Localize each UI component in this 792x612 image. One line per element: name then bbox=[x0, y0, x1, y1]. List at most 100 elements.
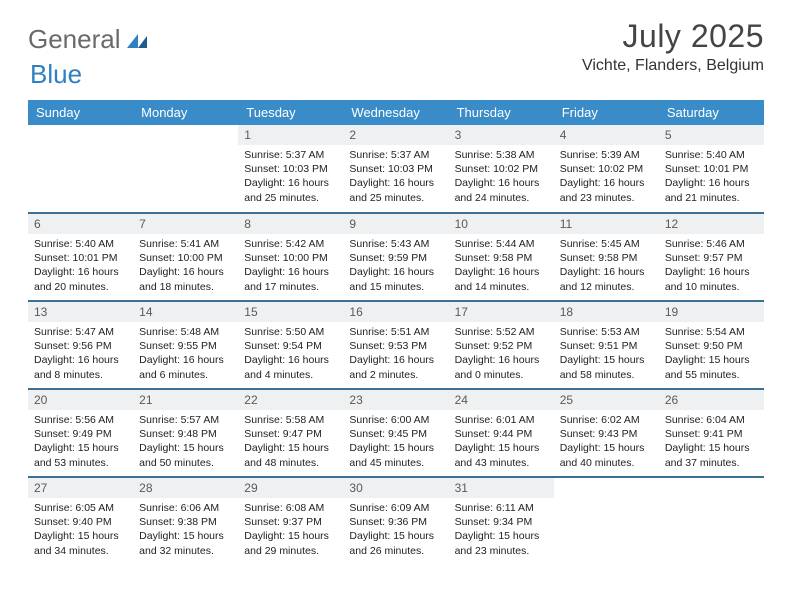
day-details: Sunrise: 5:40 AMSunset: 10:01 PMDaylight… bbox=[659, 145, 764, 209]
day-number: 26 bbox=[659, 390, 764, 410]
day-number: 1 bbox=[238, 125, 343, 145]
brand-logo: General bbox=[28, 24, 151, 55]
calendar-cell: 28Sunrise: 6:06 AMSunset: 9:38 PMDayligh… bbox=[133, 477, 238, 565]
calendar-cell: 4Sunrise: 5:39 AMSunset: 10:02 PMDayligh… bbox=[554, 125, 659, 213]
day-number: 8 bbox=[238, 214, 343, 234]
calendar-cell: 7Sunrise: 5:41 AMSunset: 10:00 PMDayligh… bbox=[133, 213, 238, 301]
day-details: Sunrise: 5:53 AMSunset: 9:51 PMDaylight:… bbox=[554, 322, 659, 386]
calendar-cell: 31Sunrise: 6:11 AMSunset: 9:34 PMDayligh… bbox=[449, 477, 554, 565]
calendar-cell: 30Sunrise: 6:09 AMSunset: 9:36 PMDayligh… bbox=[343, 477, 448, 565]
calendar-cell: 17Sunrise: 5:52 AMSunset: 9:52 PMDayligh… bbox=[449, 301, 554, 389]
calendar-cell: 12Sunrise: 5:46 AMSunset: 9:57 PMDayligh… bbox=[659, 213, 764, 301]
day-number: 3 bbox=[449, 125, 554, 145]
weekday-header: Thursday bbox=[449, 100, 554, 125]
brand-mark-icon bbox=[127, 30, 149, 53]
day-details: Sunrise: 5:56 AMSunset: 9:49 PMDaylight:… bbox=[28, 410, 133, 474]
calendar-row: 20Sunrise: 5:56 AMSunset: 9:49 PMDayligh… bbox=[28, 389, 764, 477]
calendar-cell: 29Sunrise: 6:08 AMSunset: 9:37 PMDayligh… bbox=[238, 477, 343, 565]
day-details: Sunrise: 6:01 AMSunset: 9:44 PMDaylight:… bbox=[449, 410, 554, 474]
day-number: 11 bbox=[554, 214, 659, 234]
day-details: Sunrise: 6:11 AMSunset: 9:34 PMDaylight:… bbox=[449, 498, 554, 562]
day-details: Sunrise: 5:40 AMSunset: 10:01 PMDaylight… bbox=[28, 234, 133, 298]
day-number: 25 bbox=[554, 390, 659, 410]
weekday-row: SundayMondayTuesdayWednesdayThursdayFrid… bbox=[28, 100, 764, 125]
calendar-cell: 23Sunrise: 6:00 AMSunset: 9:45 PMDayligh… bbox=[343, 389, 448, 477]
page: General July 2025 Vichte, Flanders, Belg… bbox=[0, 0, 792, 585]
calendar-cell: 10Sunrise: 5:44 AMSunset: 9:58 PMDayligh… bbox=[449, 213, 554, 301]
day-details: Sunrise: 5:38 AMSunset: 10:02 PMDaylight… bbox=[449, 145, 554, 209]
day-details: Sunrise: 5:43 AMSunset: 9:59 PMDaylight:… bbox=[343, 234, 448, 298]
calendar-row: 1Sunrise: 5:37 AMSunset: 10:03 PMDayligh… bbox=[28, 125, 764, 213]
calendar-cell: 21Sunrise: 5:57 AMSunset: 9:48 PMDayligh… bbox=[133, 389, 238, 477]
calendar-row: 13Sunrise: 5:47 AMSunset: 9:56 PMDayligh… bbox=[28, 301, 764, 389]
day-details: Sunrise: 5:54 AMSunset: 9:50 PMDaylight:… bbox=[659, 322, 764, 386]
day-details: Sunrise: 6:05 AMSunset: 9:40 PMDaylight:… bbox=[28, 498, 133, 562]
day-details: Sunrise: 5:47 AMSunset: 9:56 PMDaylight:… bbox=[28, 322, 133, 386]
calendar-cell: 2Sunrise: 5:37 AMSunset: 10:03 PMDayligh… bbox=[343, 125, 448, 213]
calendar-head: SundayMondayTuesdayWednesdayThursdayFrid… bbox=[28, 100, 764, 125]
day-number: 6 bbox=[28, 214, 133, 234]
day-number: 16 bbox=[343, 302, 448, 322]
day-details: Sunrise: 5:46 AMSunset: 9:57 PMDaylight:… bbox=[659, 234, 764, 298]
day-number: 12 bbox=[659, 214, 764, 234]
calendar-cell-empty bbox=[133, 125, 238, 213]
day-number: 20 bbox=[28, 390, 133, 410]
day-details: Sunrise: 5:42 AMSunset: 10:00 PMDaylight… bbox=[238, 234, 343, 298]
calendar-cell: 25Sunrise: 6:02 AMSunset: 9:43 PMDayligh… bbox=[554, 389, 659, 477]
day-number: 27 bbox=[28, 478, 133, 498]
day-number: 28 bbox=[133, 478, 238, 498]
day-number: 24 bbox=[449, 390, 554, 410]
day-details: Sunrise: 5:39 AMSunset: 10:02 PMDaylight… bbox=[554, 145, 659, 209]
calendar-cell: 8Sunrise: 5:42 AMSunset: 10:00 PMDayligh… bbox=[238, 213, 343, 301]
day-details: Sunrise: 5:45 AMSunset: 9:58 PMDaylight:… bbox=[554, 234, 659, 298]
weekday-header: Monday bbox=[133, 100, 238, 125]
calendar-cell: 24Sunrise: 6:01 AMSunset: 9:44 PMDayligh… bbox=[449, 389, 554, 477]
day-number: 5 bbox=[659, 125, 764, 145]
day-details: Sunrise: 5:37 AMSunset: 10:03 PMDaylight… bbox=[343, 145, 448, 209]
calendar-row: 6Sunrise: 5:40 AMSunset: 10:01 PMDayligh… bbox=[28, 213, 764, 301]
brand-text-left: General bbox=[28, 24, 121, 55]
calendar-cell: 6Sunrise: 5:40 AMSunset: 10:01 PMDayligh… bbox=[28, 213, 133, 301]
day-number: 2 bbox=[343, 125, 448, 145]
calendar-cell: 5Sunrise: 5:40 AMSunset: 10:01 PMDayligh… bbox=[659, 125, 764, 213]
calendar-table: SundayMondayTuesdayWednesdayThursdayFrid… bbox=[28, 100, 764, 565]
calendar-cell: 9Sunrise: 5:43 AMSunset: 9:59 PMDaylight… bbox=[343, 213, 448, 301]
calendar-cell-empty bbox=[554, 477, 659, 565]
day-number: 13 bbox=[28, 302, 133, 322]
calendar-cell: 18Sunrise: 5:53 AMSunset: 9:51 PMDayligh… bbox=[554, 301, 659, 389]
day-details: Sunrise: 5:41 AMSunset: 10:00 PMDaylight… bbox=[133, 234, 238, 298]
weekday-header: Tuesday bbox=[238, 100, 343, 125]
day-number: 7 bbox=[133, 214, 238, 234]
day-number: 14 bbox=[133, 302, 238, 322]
calendar-cell-empty bbox=[659, 477, 764, 565]
location-text: Vichte, Flanders, Belgium bbox=[582, 57, 764, 75]
weekday-header: Saturday bbox=[659, 100, 764, 125]
day-details: Sunrise: 6:09 AMSunset: 9:36 PMDaylight:… bbox=[343, 498, 448, 562]
calendar-cell-empty bbox=[28, 125, 133, 213]
calendar-cell: 26Sunrise: 6:04 AMSunset: 9:41 PMDayligh… bbox=[659, 389, 764, 477]
day-details: Sunrise: 6:08 AMSunset: 9:37 PMDaylight:… bbox=[238, 498, 343, 562]
day-details: Sunrise: 6:04 AMSunset: 9:41 PMDaylight:… bbox=[659, 410, 764, 474]
calendar-cell: 3Sunrise: 5:38 AMSunset: 10:02 PMDayligh… bbox=[449, 125, 554, 213]
day-details: Sunrise: 6:00 AMSunset: 9:45 PMDaylight:… bbox=[343, 410, 448, 474]
calendar-cell: 15Sunrise: 5:50 AMSunset: 9:54 PMDayligh… bbox=[238, 301, 343, 389]
day-details: Sunrise: 5:57 AMSunset: 9:48 PMDaylight:… bbox=[133, 410, 238, 474]
weekday-header: Sunday bbox=[28, 100, 133, 125]
day-details: Sunrise: 5:50 AMSunset: 9:54 PMDaylight:… bbox=[238, 322, 343, 386]
day-number: 9 bbox=[343, 214, 448, 234]
calendar-cell: 14Sunrise: 5:48 AMSunset: 9:55 PMDayligh… bbox=[133, 301, 238, 389]
calendar-cell: 27Sunrise: 6:05 AMSunset: 9:40 PMDayligh… bbox=[28, 477, 133, 565]
day-details: Sunrise: 5:51 AMSunset: 9:53 PMDaylight:… bbox=[343, 322, 448, 386]
calendar-cell: 22Sunrise: 5:58 AMSunset: 9:47 PMDayligh… bbox=[238, 389, 343, 477]
day-number: 15 bbox=[238, 302, 343, 322]
day-number: 17 bbox=[449, 302, 554, 322]
day-details: Sunrise: 5:37 AMSunset: 10:03 PMDaylight… bbox=[238, 145, 343, 209]
weekday-header: Friday bbox=[554, 100, 659, 125]
day-number: 10 bbox=[449, 214, 554, 234]
day-number: 22 bbox=[238, 390, 343, 410]
day-number: 23 bbox=[343, 390, 448, 410]
calendar-cell: 20Sunrise: 5:56 AMSunset: 9:49 PMDayligh… bbox=[28, 389, 133, 477]
day-number: 29 bbox=[238, 478, 343, 498]
weekday-header: Wednesday bbox=[343, 100, 448, 125]
calendar-cell: 19Sunrise: 5:54 AMSunset: 9:50 PMDayligh… bbox=[659, 301, 764, 389]
